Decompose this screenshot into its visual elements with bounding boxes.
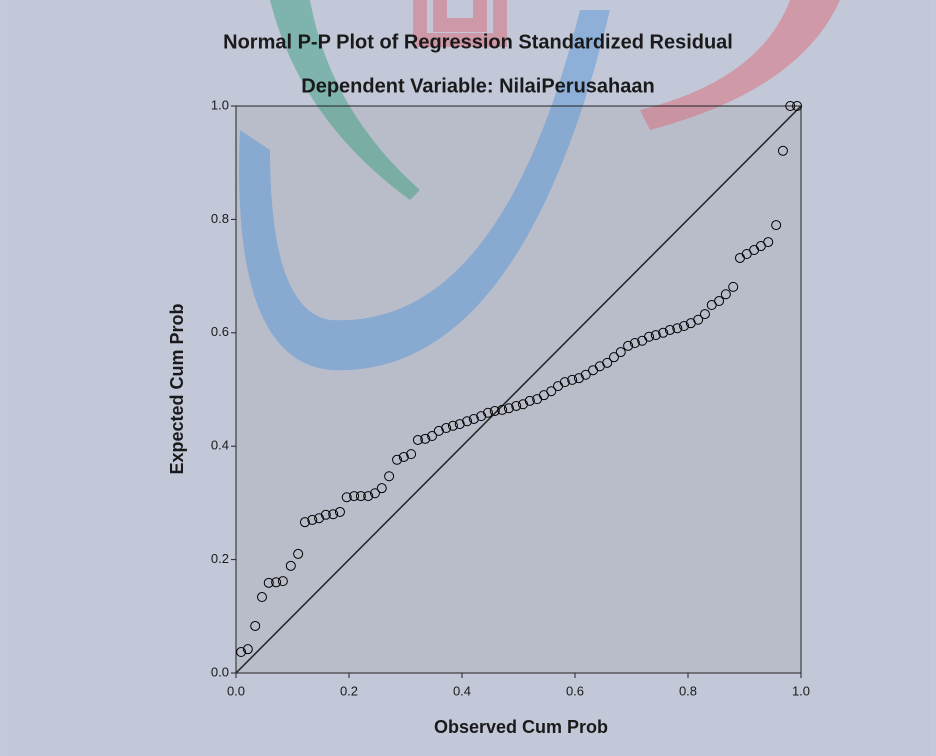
point [629,338,640,349]
point [518,399,529,410]
point [664,324,675,335]
point [349,491,360,502]
point [777,145,788,156]
y-tick-label: 0.4 [211,438,229,453]
x-tick-label: 1.0 [792,683,810,698]
point [454,419,465,430]
point [546,386,557,397]
point [573,373,584,384]
point [363,491,374,502]
point [447,420,458,431]
y-axis-label: Expected Cum Prob [167,303,187,474]
point [376,483,387,494]
point [650,330,661,341]
point [412,434,423,445]
point [580,369,591,380]
plot-frame [235,105,802,674]
point [392,454,403,465]
point [462,416,473,427]
point [398,451,409,462]
point [503,403,514,414]
watermark-leaf [270,0,420,200]
watermark-emblem [413,0,507,47]
point [427,430,438,441]
point [497,404,508,415]
point [720,289,731,300]
point [468,413,479,424]
x-tick-label: 0.2 [340,683,358,698]
point [277,576,288,587]
x-tick-label: 0.4 [453,683,471,698]
point [771,220,782,231]
point [420,433,431,444]
point [482,407,493,418]
watermark [239,0,840,371]
point [658,327,669,338]
point [341,492,352,503]
point [293,548,304,559]
point [559,377,570,388]
y-tick-label: 0.2 [211,551,229,566]
watermark-wing [640,0,840,130]
point [672,323,683,334]
point [328,509,339,520]
point [285,560,296,571]
point [242,644,253,655]
point [307,514,318,525]
point [763,237,774,248]
reference-line [235,105,802,674]
point [369,488,380,499]
chart-title: Normal P-P Plot of Regression Standardiz… [223,31,733,53]
y-tick-label: 0.6 [211,324,229,339]
y-tick-label: 0.0 [211,664,229,679]
point [608,352,619,363]
point [623,340,634,351]
point [433,425,444,436]
point [489,406,500,417]
point [355,491,366,502]
point [728,281,739,292]
point [299,517,310,528]
point [785,101,796,111]
point [263,577,274,588]
x-axis-label: Observed Cum Prob [434,717,608,737]
point [314,513,325,524]
x-tick-label: 0.0 [227,683,245,698]
watermark-arc [239,10,610,371]
point [524,395,535,406]
point [250,620,261,631]
point [792,101,803,111]
point [511,400,522,411]
point [644,331,655,342]
point [256,592,267,603]
point [271,577,282,588]
point [334,506,345,517]
point [476,411,487,422]
y-tick-label: 0.8 [211,211,229,226]
point [602,357,613,368]
point [406,449,417,460]
point [384,471,395,482]
point [236,647,247,658]
point [693,314,704,325]
chart-subtitle: Dependent Variable: NilaiPerusahaan [301,75,654,97]
point [679,320,690,331]
point [699,309,710,320]
x-tick-label: 0.6 [566,683,584,698]
point [441,423,452,434]
point [320,509,331,520]
point [615,347,626,358]
point [714,296,725,307]
x-tick-label: 0.8 [679,683,697,698]
point [567,374,578,385]
y-tick-label: 1.0 [211,97,229,112]
